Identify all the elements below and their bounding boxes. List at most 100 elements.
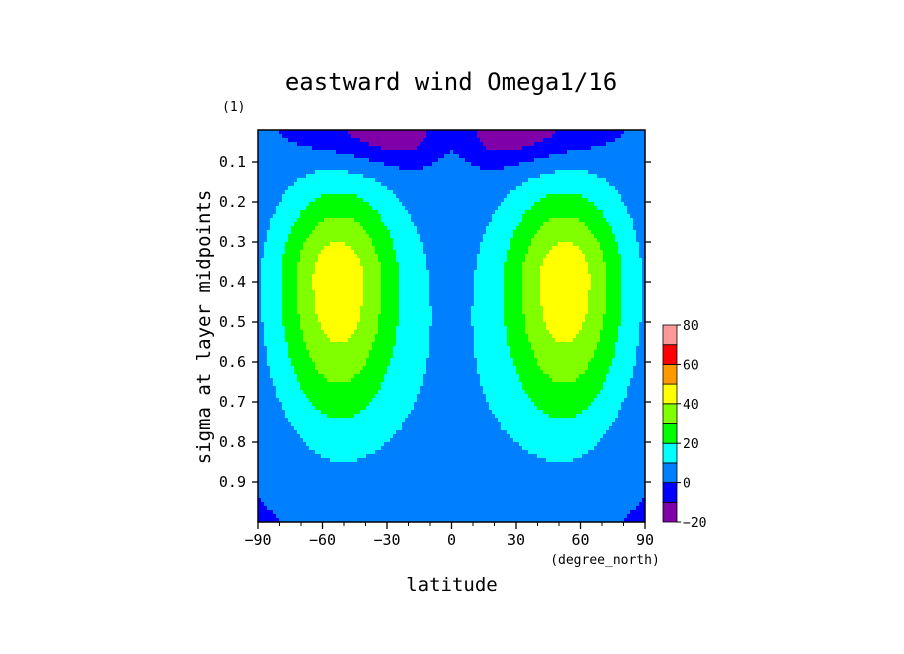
contour-cell (393, 190, 397, 195)
contour-cell (291, 206, 295, 211)
contour-cell (633, 202, 637, 207)
contour-cell (357, 254, 361, 259)
contour-cell (267, 218, 271, 223)
contour-cell (339, 218, 343, 223)
contour-cell (633, 266, 637, 271)
contour-cell (459, 266, 463, 271)
contour-cell (411, 242, 415, 247)
contour-cell (444, 234, 448, 239)
contour-cell (429, 242, 433, 247)
contour-cell (384, 254, 388, 259)
contour-cell (507, 230, 511, 235)
contour-cell (387, 206, 391, 211)
contour-cell (636, 274, 640, 279)
contour-cell (558, 150, 562, 155)
contour-cell (402, 138, 406, 143)
contour-cell (561, 166, 565, 171)
contour-cell (327, 150, 331, 155)
contour-cell (531, 186, 535, 191)
contour-cell (384, 194, 388, 199)
contour-cell (315, 134, 319, 139)
contour-cell (489, 178, 493, 183)
contour-cell (333, 234, 337, 239)
contour-cell (489, 202, 493, 207)
contour-cell (465, 186, 469, 191)
contour-cell (429, 282, 433, 287)
contour-cell (597, 170, 601, 175)
contour-cell (429, 258, 433, 263)
contour-cell (606, 130, 610, 135)
contour-cell (498, 170, 502, 175)
contour-cell (501, 278, 505, 283)
contour-cell (579, 194, 583, 199)
contour-cell (312, 234, 316, 239)
contour-cell (492, 158, 496, 163)
contour-cell (291, 130, 295, 135)
contour-cell (336, 154, 340, 159)
contour-cell (483, 138, 487, 143)
contour-cell (375, 262, 379, 267)
contour-cell (288, 274, 292, 279)
contour-cell (630, 146, 634, 151)
contour-cell (633, 274, 637, 279)
contour-cell (291, 246, 295, 251)
contour-cell (390, 162, 394, 167)
contour-cell (363, 150, 367, 155)
contour-cell (333, 274, 337, 279)
contour-cell (294, 198, 298, 203)
contour-cell (420, 198, 424, 203)
contour-cell (618, 142, 622, 147)
contour-cell (633, 278, 637, 283)
contour-cell (531, 142, 535, 147)
contour-cell (537, 174, 541, 179)
contour-cell (258, 206, 262, 211)
contour-cell (408, 238, 412, 243)
contour-cell (324, 182, 328, 187)
contour-cell (459, 254, 463, 259)
contour-cell (585, 154, 589, 159)
contour-cell (294, 214, 298, 219)
contour-cell (597, 154, 601, 159)
contour-cell (591, 234, 595, 239)
contour-cell (303, 194, 307, 199)
contour-cell (510, 266, 514, 271)
contour-cell (624, 222, 628, 227)
contour-cell (486, 158, 490, 163)
contour-cell (489, 190, 493, 195)
contour-cell (540, 266, 544, 271)
contour-cell (621, 242, 625, 247)
contour-cell (546, 250, 550, 255)
contour-cell (549, 262, 553, 267)
contour-cell (528, 198, 532, 203)
contour-cell (372, 282, 376, 287)
contour-cell (300, 246, 304, 251)
contour-cell (264, 234, 268, 239)
contour-cell (477, 218, 481, 223)
contour-cell (468, 186, 472, 191)
contour-cell (567, 142, 571, 147)
contour-cell (444, 246, 448, 251)
contour-cell (270, 242, 274, 247)
contour-cell (294, 262, 298, 267)
contour-cell (387, 230, 391, 235)
contour-cell (366, 214, 370, 219)
contour-cell (318, 182, 322, 187)
contour-cell (306, 150, 310, 155)
contour-cell (600, 198, 604, 203)
contour-cell (306, 134, 310, 139)
contour-cell (288, 218, 292, 223)
contour-cell (300, 242, 304, 247)
contour-cell (303, 134, 307, 139)
contour-cell (528, 206, 532, 211)
contour-cell (300, 186, 304, 191)
contour-cell (261, 198, 265, 203)
contour-cell (273, 162, 277, 167)
contour-cell (546, 194, 550, 199)
contour-cell (462, 214, 466, 219)
contour-cell (312, 182, 316, 187)
contour-cell (471, 194, 475, 199)
contour-cell (306, 138, 310, 143)
contour-cell (555, 162, 559, 167)
contour-cell (540, 242, 544, 247)
contour-cell (375, 146, 379, 151)
